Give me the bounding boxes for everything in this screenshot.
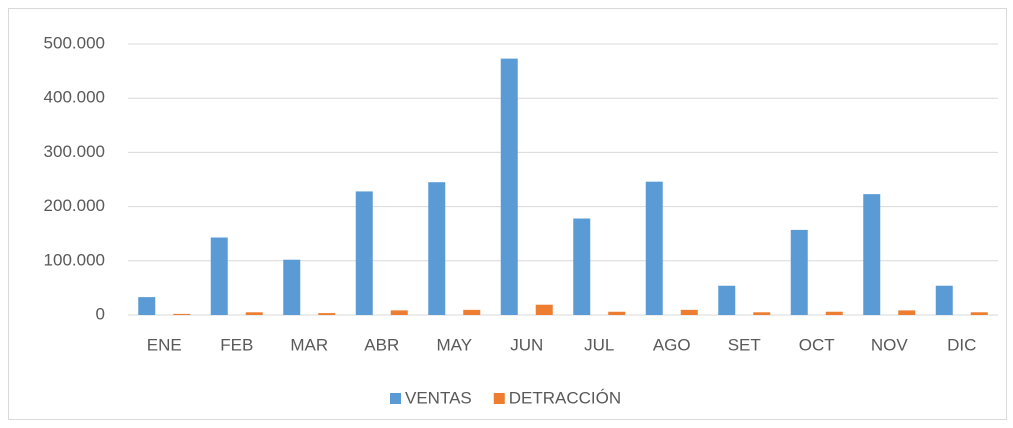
bar — [318, 313, 336, 315]
bar — [753, 312, 771, 315]
x-tick-label: ABR — [364, 335, 399, 354]
y-tick-label: 400.000 — [44, 88, 105, 107]
x-tick-label: JUL — [584, 335, 614, 354]
x-tick-label: ENE — [147, 335, 182, 354]
x-tick-label: DIC — [947, 335, 976, 354]
bar — [355, 191, 373, 315]
bar — [573, 218, 591, 315]
bar — [173, 313, 191, 315]
y-tick-label: 500.000 — [44, 33, 105, 52]
x-tick-label: MAY — [436, 335, 472, 354]
bar — [825, 311, 843, 315]
y-tick-label: 100.000 — [44, 250, 105, 269]
bar — [718, 285, 736, 315]
bar — [245, 312, 263, 315]
bar — [608, 311, 626, 315]
x-tick-label: NOV — [871, 335, 909, 354]
y-tick-label: 300.000 — [44, 142, 105, 161]
x-tick-label: JUN — [510, 335, 543, 354]
bar — [463, 309, 481, 315]
bar — [863, 194, 881, 315]
legend-label: DETRACCIÓN — [509, 388, 621, 407]
bar — [428, 182, 446, 315]
bar — [210, 237, 228, 315]
bar — [535, 304, 553, 315]
legend-swatch — [390, 393, 401, 404]
bar — [680, 309, 698, 315]
x-tick-label: OCT — [799, 335, 835, 354]
bar — [898, 310, 916, 315]
y-tick-label: 0 — [96, 304, 105, 323]
bar — [138, 297, 156, 315]
bar — [390, 310, 408, 315]
bar — [790, 229, 808, 315]
x-tick-label: MAR — [290, 335, 328, 354]
x-tick-label: FEB — [220, 335, 253, 354]
bar — [645, 181, 663, 315]
x-tick-label: AGO — [653, 335, 691, 354]
bar — [283, 259, 301, 315]
bar — [935, 285, 953, 315]
bar — [500, 58, 518, 315]
x-tick-label: SET — [728, 335, 761, 354]
legend-label: VENTAS — [405, 388, 472, 407]
y-tick-label: 200.000 — [44, 196, 105, 215]
legend-swatch — [493, 393, 505, 404]
bar — [970, 312, 988, 315]
